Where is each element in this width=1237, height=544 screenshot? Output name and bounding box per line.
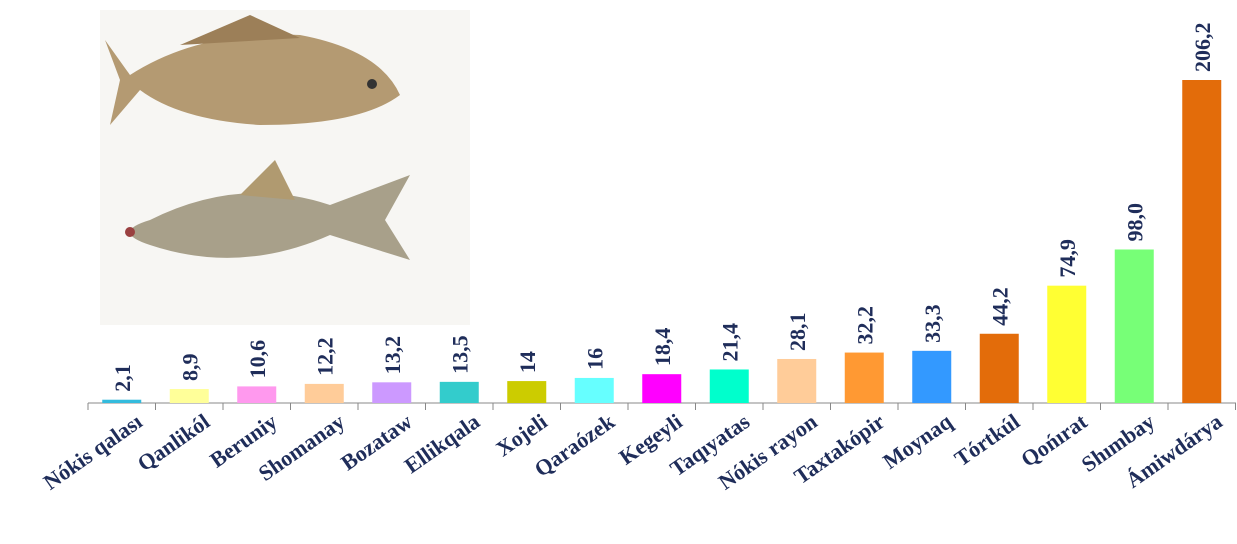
- bar: [777, 358, 817, 403]
- bar: [574, 377, 614, 403]
- bar: [1182, 80, 1222, 403]
- bar: [507, 381, 547, 403]
- value-label: 2,1: [110, 364, 135, 392]
- bar: [709, 369, 749, 403]
- bar: [439, 381, 479, 403]
- value-label: 74,9: [1055, 239, 1080, 278]
- value-label: 44,2: [987, 287, 1012, 326]
- bar: [979, 333, 1019, 403]
- bar: [844, 352, 884, 403]
- bar: [169, 389, 209, 403]
- bar: [372, 382, 412, 403]
- value-label: 33,3: [920, 304, 945, 343]
- fish-illustration: [100, 10, 470, 325]
- value-label: 21,4: [717, 323, 742, 362]
- value-label: 18,4: [650, 328, 675, 367]
- value-label: 32,2: [852, 306, 877, 345]
- value-label: 98,0: [1122, 203, 1147, 242]
- bar: [237, 386, 277, 403]
- x-tick-label: Ellikqala: [400, 409, 484, 479]
- value-label: 13,2: [380, 336, 405, 375]
- value-label: 8,9: [177, 354, 202, 382]
- value-label: 10,6: [245, 340, 270, 379]
- value-label: 16: [582, 348, 607, 370]
- value-label: 14: [515, 351, 540, 373]
- bar: [642, 374, 682, 403]
- value-label: 28,1: [785, 312, 810, 351]
- x-tick-label: Tórtkúl: [950, 409, 1024, 472]
- x-tick-label: Qanlikól: [133, 409, 214, 476]
- x-tick-label: Moynaq: [878, 408, 957, 474]
- value-label: 13,5: [447, 335, 472, 374]
- bar: [1114, 249, 1154, 403]
- value-label: 206,2: [1190, 23, 1215, 73]
- bar: [102, 399, 142, 403]
- x-tick-label: Nókis qalası: [39, 409, 147, 495]
- value-label: 12,2: [312, 337, 337, 376]
- bar: [912, 350, 952, 403]
- bar: [304, 383, 344, 403]
- bar: [1047, 285, 1087, 403]
